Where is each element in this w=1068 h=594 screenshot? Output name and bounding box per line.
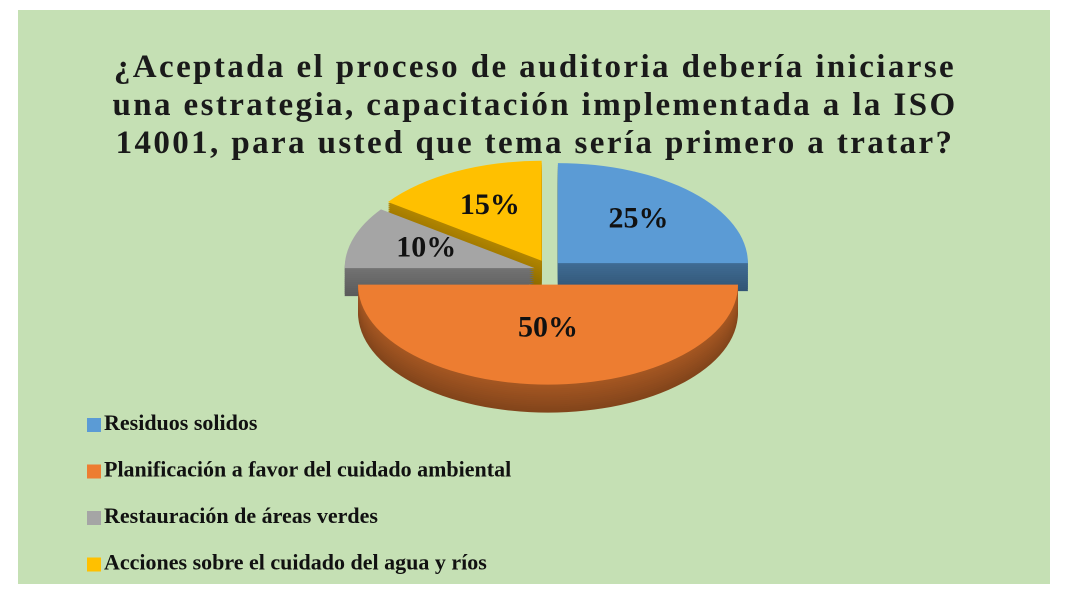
slice <box>358 284 738 385</box>
data-label: 15% <box>460 188 520 221</box>
legend-swatch <box>87 511 101 525</box>
data-label: 10% <box>396 230 456 263</box>
data-label: 25% <box>609 202 669 235</box>
slice <box>557 163 748 264</box>
legend-swatch <box>87 418 101 432</box>
data-label: 50% <box>518 310 578 343</box>
slice <box>344 209 535 269</box>
legend-label: Restauración de áreas verdes <box>104 503 378 528</box>
legend-label: Planificación a favor del cuidado ambien… <box>104 457 511 482</box>
legend-label: Residuos solidos <box>104 410 258 435</box>
legend-swatch <box>87 464 101 479</box>
slice <box>387 160 542 261</box>
legend-swatch <box>87 557 101 572</box>
legend-label: Acciones sobre el cuidado del agua y río… <box>104 550 487 575</box>
chart-title: ¿Aceptada el proceso de auditoria deberí… <box>112 49 958 161</box>
